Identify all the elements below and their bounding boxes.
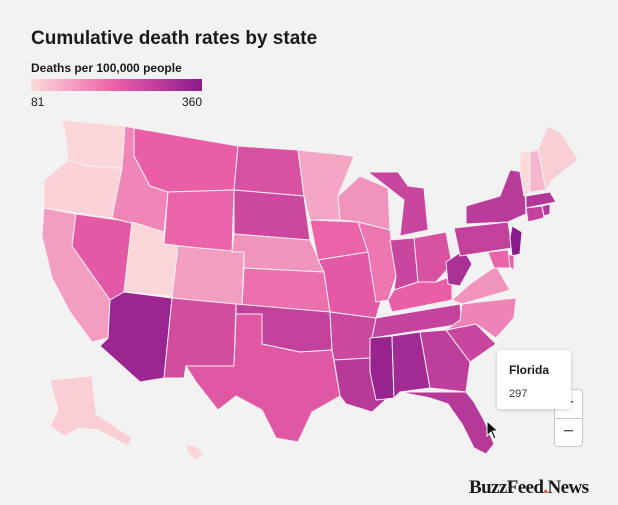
logo-name: BuzzFeed bbox=[469, 477, 544, 498]
state-ny[interactable] bbox=[465, 169, 527, 225]
state-sd[interactable] bbox=[233, 189, 311, 241]
state-ak[interactable] bbox=[49, 375, 133, 447]
logo-suffix: News bbox=[547, 477, 589, 498]
state-ma[interactable] bbox=[525, 191, 557, 209]
state-me[interactable] bbox=[537, 125, 579, 191]
state-nd[interactable] bbox=[233, 145, 305, 197]
state-mi[interactable] bbox=[367, 171, 429, 237]
state-wy[interactable] bbox=[163, 189, 235, 253]
state-nc[interactable] bbox=[445, 297, 517, 339]
state-va[interactable] bbox=[451, 265, 511, 305]
state-ms[interactable] bbox=[369, 335, 395, 401]
state-tx[interactable] bbox=[185, 313, 341, 443]
legend-max-value: 360 bbox=[181, 95, 202, 109]
zoom-out-button[interactable]: − bbox=[554, 418, 583, 447]
state-ky[interactable] bbox=[387, 275, 453, 313]
state-ct[interactable] bbox=[525, 205, 545, 223]
state-co[interactable] bbox=[171, 245, 245, 307]
state-ar[interactable] bbox=[329, 311, 377, 361]
tooltip-state-name: Florida bbox=[509, 363, 550, 377]
state-vt[interactable] bbox=[519, 151, 531, 197]
legend-min-value: 81 bbox=[31, 95, 45, 109]
state-ne[interactable] bbox=[231, 233, 325, 273]
state-hi[interactable] bbox=[185, 443, 205, 461]
legend-color-scale bbox=[31, 79, 202, 91]
buzzfeed-news-logo[interactable]: BuzzFeed.News bbox=[469, 477, 589, 499]
state-tooltip: Florida 297 bbox=[497, 350, 571, 409]
state-mt[interactable] bbox=[133, 127, 239, 193]
chart-title: Cumulative death rates by state bbox=[31, 28, 318, 49]
state-az[interactable] bbox=[99, 291, 173, 383]
state-or[interactable] bbox=[43, 159, 123, 219]
state-md[interactable] bbox=[487, 249, 511, 269]
state-fl[interactable] bbox=[399, 391, 495, 455]
logo-dot: . bbox=[543, 477, 548, 498]
state-ri[interactable] bbox=[541, 203, 551, 217]
legend-label: Deaths per 100,000 people bbox=[31, 61, 182, 75]
mouse-cursor-icon bbox=[486, 419, 500, 440]
state-nj[interactable] bbox=[509, 225, 523, 257]
state-al[interactable] bbox=[391, 331, 431, 399]
tooltip-state-value: 297 bbox=[509, 388, 528, 400]
state-oh[interactable] bbox=[413, 231, 453, 283]
